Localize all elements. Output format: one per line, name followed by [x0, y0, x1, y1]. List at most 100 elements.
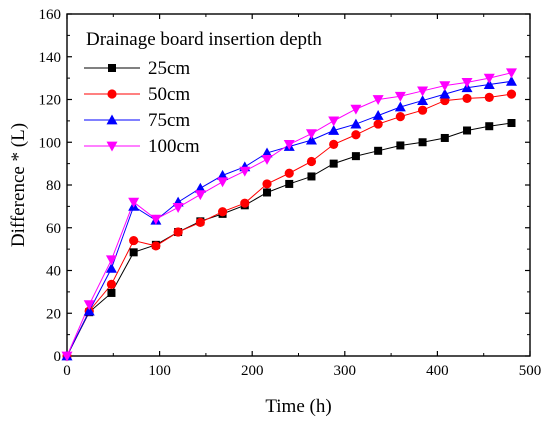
- series-line-50cm: [66, 93, 512, 357]
- data-point-75cm: [194, 182, 206, 193]
- data-point-100cm: [83, 300, 95, 311]
- legend: Drainage board insertion depth 25cm 50cm 7…: [84, 29, 322, 157]
- data-point-75cm: [105, 262, 117, 273]
- data-point-50cm: [306, 156, 317, 167]
- data-point-50cm: [262, 179, 272, 189]
- data-point-50cm: [173, 227, 183, 237]
- data-point-100cm: [461, 78, 473, 88]
- x-tick-label: 0: [63, 363, 71, 379]
- data-point-100cm: [372, 95, 384, 105]
- x-axis-title: Time (h): [265, 396, 331, 417]
- data-point-25cm: [485, 122, 494, 131]
- data-point-75cm: [417, 95, 429, 105]
- legend-marker-25cm: [108, 64, 116, 72]
- legend-marker-75cm: [106, 114, 118, 125]
- data-point-100cm: [172, 203, 184, 213]
- data-point-25cm: [351, 152, 360, 161]
- data-point-25cm: [307, 172, 316, 181]
- data-point-75cm: [439, 88, 451, 99]
- data-point-50cm: [240, 198, 250, 208]
- data-point-75cm: [350, 118, 362, 129]
- y-tick-label: 60: [46, 221, 61, 237]
- legend-label-100cm: 100cm: [148, 136, 200, 157]
- data-point-25cm: [263, 188, 272, 197]
- data-point-50cm: [129, 235, 139, 246]
- data-point-25cm: [285, 179, 294, 188]
- legend-marker-50cm: [107, 89, 117, 99]
- y-tick-label: 0: [54, 349, 62, 365]
- data-point-50cm: [151, 241, 161, 251]
- data-point-100cm: [283, 139, 295, 150]
- data-point-25cm: [507, 119, 516, 128]
- data-point-100cm: [483, 73, 495, 84]
- x-tick-label: 400: [426, 363, 449, 379]
- data-point-100cm: [439, 81, 451, 92]
- data-point-100cm: [305, 129, 317, 140]
- data-point-50cm: [417, 105, 428, 115]
- data-point-100cm: [394, 91, 406, 102]
- data-point-25cm: [329, 159, 338, 168]
- data-point-100cm: [217, 177, 229, 188]
- data-point-100cm: [261, 154, 273, 165]
- series-line-100cm: [66, 72, 512, 357]
- axis-ticks: 0 100 200 300 400 500 0 20 40 60 80 100 120 140 160: [39, 7, 542, 379]
- data-point-25cm: [129, 248, 138, 257]
- legend-label-50cm: 50cm: [148, 84, 190, 105]
- y-tick-label: 140: [39, 50, 62, 66]
- data-point-50cm: [217, 207, 228, 217]
- data-point-75cm: [217, 169, 229, 180]
- data-point-75cm: [372, 110, 384, 120]
- data-point-75cm: [328, 124, 340, 135]
- x-tick-label: 100: [148, 363, 171, 379]
- x-tick-label: 200: [241, 363, 264, 379]
- data-point-25cm: [463, 126, 472, 135]
- data-point-25cm: [396, 141, 405, 150]
- x-tick-label: 500: [519, 363, 542, 379]
- legend-marker-100cm: [106, 141, 118, 152]
- y-tick-label: 160: [39, 7, 62, 23]
- data-point-100cm: [150, 214, 162, 225]
- data-point-100cm: [328, 116, 340, 127]
- data-point-50cm: [506, 89, 517, 99]
- data-point-100cm: [417, 86, 429, 97]
- legend-title: Drainage board insertion depth: [86, 29, 322, 50]
- series-line-75cm: [66, 80, 512, 357]
- y-tick-label: 80: [46, 178, 61, 194]
- data-point-50cm: [106, 279, 117, 289]
- y-tick-label: 20: [46, 306, 61, 322]
- data-point-75cm: [483, 79, 495, 89]
- data-point-50cm: [395, 112, 405, 122]
- data-point-50cm: [484, 92, 494, 102]
- data-point-100cm: [61, 351, 73, 362]
- data-point-100cm: [350, 104, 362, 115]
- y-tick-label: 120: [39, 93, 62, 109]
- data-point-50cm: [462, 93, 472, 104]
- plot-frame: [66, 13, 531, 357]
- y-axis-title: Difference * (L): [8, 123, 29, 247]
- data-point-25cm: [107, 288, 116, 297]
- data-point-100cm: [239, 166, 251, 177]
- y-tick-label: 100: [39, 135, 62, 151]
- legend-label-25cm: 25cm: [148, 58, 190, 79]
- y-tick-label: 40: [46, 264, 61, 280]
- data-point-50cm: [195, 217, 205, 228]
- data-point-50cm: [329, 139, 339, 149]
- series-lines: [66, 72, 512, 357]
- data-point-100cm: [128, 197, 140, 208]
- data-point-100cm: [194, 190, 206, 201]
- data-point-50cm: [351, 130, 361, 140]
- data-point-75cm: [394, 101, 406, 112]
- legend-label-75cm: 75cm: [148, 110, 190, 131]
- data-point-100cm: [505, 68, 517, 79]
- data-point-50cm: [284, 168, 294, 178]
- x-tick-label: 300: [334, 363, 357, 379]
- series-markers: [61, 68, 517, 362]
- data-point-25cm: [418, 138, 427, 147]
- data-point-75cm: [505, 75, 517, 86]
- data-point-50cm: [373, 119, 383, 129]
- data-point-100cm: [105, 255, 117, 266]
- data-point-25cm: [440, 133, 449, 142]
- data-point-75cm: [261, 147, 273, 158]
